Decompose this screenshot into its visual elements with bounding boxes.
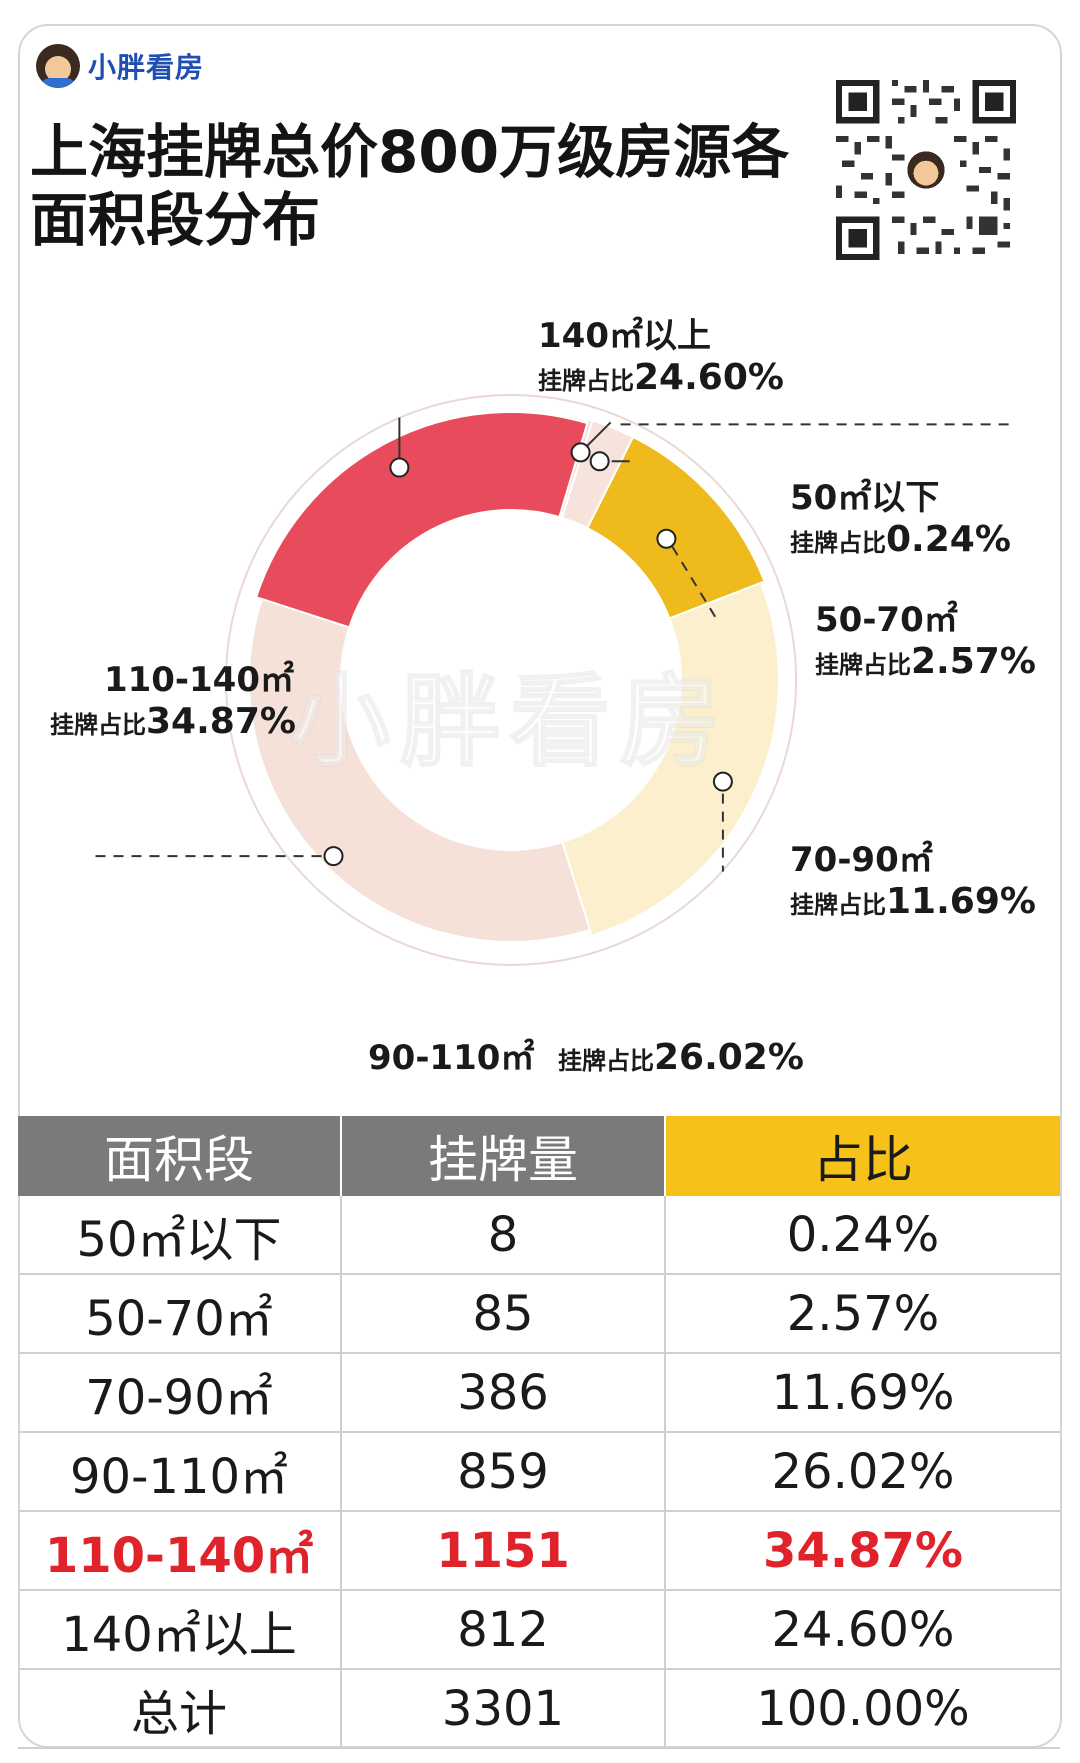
header-area: 面积段 [18, 1116, 342, 1196]
label-110-140: 110-140㎡ 挂牌占比34.87% [50, 660, 296, 747]
slice-90-110 [560, 581, 780, 937]
cell-share: 100.00% [664, 1669, 1060, 1749]
marker-dot [589, 451, 610, 472]
label-percent: 挂牌占比2.57% [815, 641, 1036, 682]
cell-area: 140㎡以上 [18, 1590, 342, 1670]
table-total-row: 总计 3301 100.00% [18, 1669, 1060, 1749]
watermark: 小胖看房 [289, 662, 730, 781]
cell-share: 34.87% [664, 1511, 1060, 1591]
marker-dot [323, 846, 344, 867]
marker-dot [712, 771, 733, 792]
cell-share: 11.69% [664, 1353, 1060, 1433]
label-category: 70-90㎡ [790, 840, 933, 880]
slice-70-90 [586, 435, 766, 620]
cell-count: 3301 [340, 1669, 666, 1749]
cell-share: 0.24% [664, 1196, 1060, 1275]
label-category: 90-110㎡ [368, 1038, 535, 1078]
cell-area: 50-70㎡ [18, 1274, 342, 1354]
label-percent: 挂牌占比0.24% [790, 519, 1011, 560]
header-share: 占比 [665, 1116, 1060, 1196]
label-percent: 挂牌占比34.87% [50, 701, 296, 742]
label-70-90: 70-90㎡ 挂牌占比11.69% [790, 840, 1036, 927]
table-row-highlighted: 110-140㎡ 1151 34.87% [18, 1511, 1060, 1591]
label-category: 50㎡以下 [790, 478, 940, 518]
marker-dot [656, 528, 677, 549]
marker-dot [389, 457, 410, 478]
label-50-below: 50㎡以下 挂牌占比0.24% [790, 478, 1011, 565]
table-row: 90-110㎡ 859 26.02% [18, 1432, 1060, 1512]
cell-share: 24.60% [664, 1590, 1060, 1670]
brand-header: 小胖看房 [36, 44, 204, 88]
avatar-logo [36, 44, 80, 88]
header-count: 挂牌量 [341, 1116, 666, 1196]
label-90-110: 90-110㎡ 挂牌占比26.02% [368, 1036, 804, 1083]
cell-area: 70-90㎡ [18, 1353, 342, 1433]
table-row: 50-70㎡ 85 2.57% [18, 1274, 1060, 1354]
table-row: 140㎡以上 812 24.60% [18, 1590, 1060, 1670]
slice-140-up [254, 411, 589, 629]
cell-count: 386 [340, 1353, 666, 1433]
cell-count: 812 [340, 1590, 666, 1670]
cell-count: 1151 [340, 1511, 666, 1591]
label-140-up: 140㎡以上 挂牌占比24.60% [538, 316, 784, 403]
distribution-table: 面积段 挂牌量 占比 50㎡以下 8 0.24% 50-70㎡ 85 2.57%… [18, 1116, 1060, 1749]
brand-name: 小胖看房 [88, 51, 205, 84]
cell-share: 26.02% [664, 1432, 1060, 1512]
label-percent: 挂牌占比11.69% [790, 881, 1036, 922]
cell-area: 总计 [18, 1669, 342, 1749]
qr-code [836, 80, 1016, 260]
table-header-row: 面积段 挂牌量 占比 [18, 1116, 1060, 1196]
cell-count: 85 [340, 1274, 666, 1354]
cell-area: 50㎡以下 [18, 1196, 342, 1275]
page-title: 上海挂牌总价800万级房源各面积段分布 [30, 118, 790, 254]
table-row: 50㎡以下 8 0.24% [18, 1196, 1060, 1275]
marker-dot [570, 442, 591, 463]
table-row: 70-90㎡ 386 11.69% [18, 1353, 1060, 1433]
leader-line [585, 421, 612, 448]
label-category: 140㎡以上 [538, 316, 711, 356]
donut-chart [95, 394, 1010, 966]
label-category: 50-70㎡ [815, 600, 958, 640]
cell-count: 859 [340, 1432, 666, 1512]
cell-share: 2.57% [664, 1274, 1060, 1354]
label-category: 110-140㎡ [103, 660, 294, 700]
cell-area: 110-140㎡ [18, 1511, 342, 1591]
label-percent: 挂牌占比26.02% [557, 1037, 804, 1078]
label-50-70: 50-70㎡ 挂牌占比2.57% [815, 600, 1036, 687]
cell-count: 8 [340, 1196, 666, 1275]
label-percent: 挂牌占比24.60% [538, 357, 784, 398]
cell-area: 90-110㎡ [18, 1432, 342, 1512]
leader-line [671, 546, 718, 620]
